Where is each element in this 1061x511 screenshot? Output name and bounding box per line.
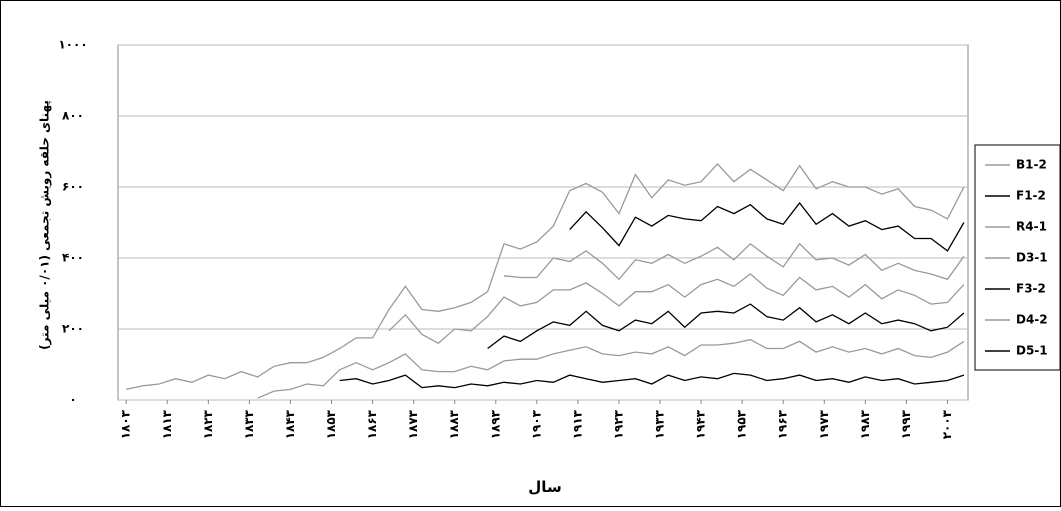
legend-label: R4-1 [1016, 220, 1047, 234]
series-line [126, 162, 965, 391]
y-tick-label: ۱۰۰۰ [58, 38, 87, 52]
y-tick-label: ۰ [69, 393, 76, 407]
x-tick-label: ۱۹۵۳ [735, 409, 749, 439]
series-line [487, 303, 965, 350]
x-tick-label: ۱۹۸۳ [858, 409, 872, 439]
x-tick-label: ۱۹۷۳ [817, 409, 831, 439]
legend-label: F1-2 [1016, 189, 1046, 203]
y-tick-label: ۶۰۰ [62, 180, 84, 194]
series-line [257, 338, 965, 399]
series-line [339, 372, 965, 389]
x-tick-label: ۱۸۵۳ [324, 409, 338, 439]
x-title: سال [528, 478, 561, 496]
x-tick-label: ۱۹۱۳ [570, 409, 584, 439]
legend-label: D5-1 [1016, 344, 1048, 358]
legend-label: D3-1 [1016, 251, 1048, 265]
x-tick-label: ۱۸۱۳ [160, 409, 174, 439]
x-tick-label: ۱۸۲۳ [201, 409, 215, 439]
x-tick-label: ۱۹۲۳ [611, 409, 625, 439]
y-title: پهنای حلقه رویش تجمعی (۰/۰۱ میلی متر) [38, 100, 53, 350]
y-tick-label: ۸۰۰ [62, 109, 84, 123]
y-tick-label: ۲۰۰ [62, 322, 84, 336]
x-tick-label: ۱۸۴۳ [283, 409, 297, 439]
x-tick-label: ۱۸۰۳ [119, 409, 133, 439]
x-tick-label: ۱۹۹۳ [899, 409, 913, 439]
x-tick-label: ۱۹۴۳ [694, 409, 708, 439]
x-tick-label: ۱۹۳۳ [653, 409, 667, 439]
series-line [569, 201, 965, 252]
x-tick-label: ۲۰۰۳ [940, 409, 954, 439]
x-tick-label: ۱۸۷۳ [406, 409, 420, 439]
y-tick-label: ۴۰۰ [62, 251, 84, 265]
legend-label: F3-2 [1016, 282, 1046, 296]
legend-label: B1-2 [1016, 158, 1047, 172]
series-line [388, 273, 965, 344]
x-tick-label: ۱۹۰۳ [529, 409, 543, 439]
series-line [503, 242, 965, 281]
x-tick-label: ۱۸۸۳ [447, 409, 461, 439]
x-tick-label: ۱۹۶۳ [776, 409, 790, 439]
legend-label: D4-2 [1016, 313, 1048, 327]
x-tick-label: ۱۸۶۳ [365, 409, 379, 439]
x-tick-label: ۱۸۹۳ [488, 409, 502, 439]
x-tick-label: ۱۸۳۳ [242, 409, 256, 439]
